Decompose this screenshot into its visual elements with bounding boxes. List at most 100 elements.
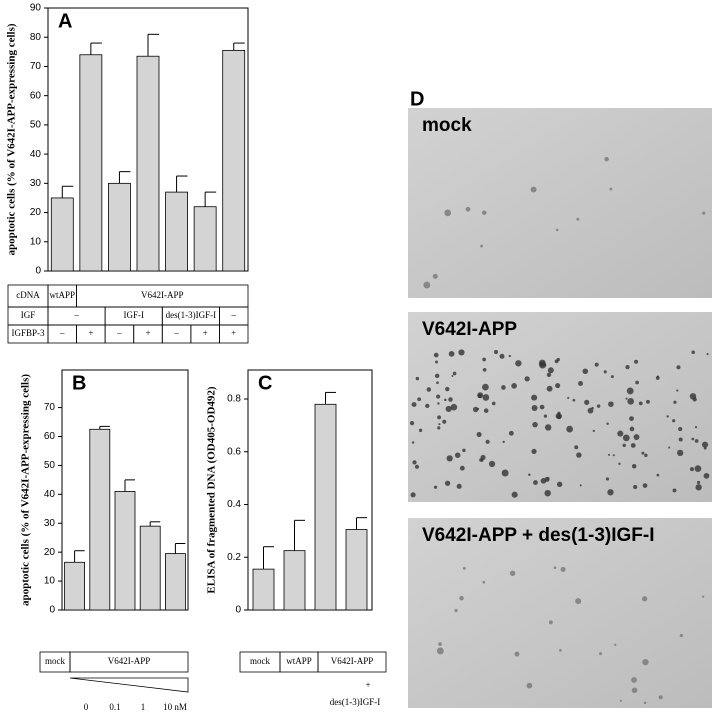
cell-spot (638, 401, 643, 406)
cell-spot (543, 414, 548, 418)
cell-spot (576, 452, 582, 458)
table-cell (317, 651, 387, 673)
cell-spot (579, 484, 582, 487)
cell-spot (444, 480, 451, 486)
y-tick-label: 40 (30, 149, 42, 160)
cell-spot (584, 399, 590, 405)
cell-spot (666, 415, 669, 418)
cell-spot (531, 394, 538, 401)
cell-spot (482, 357, 487, 362)
cell-spot (642, 658, 649, 666)
y-axis-label: apoptotic cells (% of V642I-APP-expressi… (6, 23, 18, 255)
cell-spot (547, 367, 554, 374)
cell-spot (544, 424, 552, 431)
cell-spot (482, 580, 486, 584)
cell-spot (499, 353, 505, 359)
cell-spot (410, 492, 416, 498)
cell-spot (631, 463, 637, 469)
cell-spot (546, 385, 553, 392)
cell-spot (612, 454, 615, 457)
cell-spot (689, 467, 695, 472)
y-tick-label: 0.2 (227, 552, 241, 563)
cell-spot (572, 398, 576, 402)
cell-spot (417, 397, 422, 402)
cell-spot (625, 364, 630, 370)
y-tick-label: 20 (30, 207, 42, 218)
bar (345, 529, 368, 611)
cell-spot (696, 480, 701, 485)
image-label: mock (422, 115, 472, 136)
cell-spot (655, 376, 660, 380)
cell-spot (528, 473, 531, 477)
cell-spot (694, 426, 698, 429)
cell-spot (476, 432, 482, 438)
y-tick-label: 0 (35, 266, 41, 277)
cell-spot (436, 394, 441, 399)
cell-spot (454, 452, 461, 458)
y-tick-label: 50 (44, 460, 56, 471)
cell-spot (437, 402, 440, 405)
cell-spot (658, 695, 663, 700)
cell-spot (607, 489, 614, 496)
cell-spot (437, 415, 442, 420)
cell-spot (582, 368, 589, 375)
cell-spot (627, 397, 635, 405)
cell-spot (641, 451, 645, 455)
cell-spot (701, 441, 709, 448)
y-tick-label: 0.6 (227, 446, 241, 457)
table-text: – (59, 328, 65, 338)
bar (252, 568, 275, 611)
cell-spot (610, 375, 614, 379)
cell-spot (472, 406, 479, 413)
cell-spot (645, 399, 650, 404)
cell-spot (491, 401, 496, 406)
y-tick-label: 0.4 (227, 499, 241, 510)
table-text: V642I-APP (108, 656, 151, 666)
cell-spot (437, 426, 441, 430)
cell-spot (444, 209, 452, 217)
y-axis-label: apoptotic cells (% of V642I-APP-expressi… (20, 374, 32, 606)
cell-spot (633, 434, 640, 441)
table-cell (219, 324, 249, 344)
cell-spot (530, 186, 537, 193)
table-text: des(1-3)IGF-I (166, 310, 216, 320)
bar (89, 428, 111, 611)
cell-spot (703, 446, 707, 450)
cell-spot (554, 359, 559, 364)
cell-spot (676, 389, 679, 392)
cell-spot (695, 484, 702, 491)
cell-spot (631, 677, 637, 683)
cell-spot (451, 375, 454, 378)
cell-spot (462, 566, 466, 570)
cell-spot (511, 383, 517, 389)
cell-spot (511, 491, 518, 498)
dose-label: 10 nM (163, 702, 187, 712)
bar (139, 525, 161, 611)
table-text: IGF (21, 310, 36, 320)
cell-spot (702, 211, 706, 215)
cell-spot (574, 445, 579, 450)
y-tick-label: 90 (30, 3, 42, 14)
cell-spot (411, 402, 417, 407)
table-text: + (145, 328, 150, 338)
cell-spot (514, 651, 520, 657)
cell-spot (539, 404, 545, 410)
bar (222, 49, 246, 272)
cell-spot (609, 187, 613, 191)
cell-spot (591, 406, 594, 410)
y-tick-label: 20 (44, 547, 56, 558)
cell-spot (606, 422, 609, 425)
cell-spot (677, 449, 684, 457)
table-text: wtAPP (286, 656, 312, 666)
cell-spot (508, 354, 512, 358)
cell-spot (644, 453, 648, 458)
table-text: + (88, 328, 93, 338)
cell-spot (434, 373, 440, 379)
cell-spot (630, 443, 636, 448)
cell-spot (625, 397, 628, 400)
table-text: + (203, 328, 208, 338)
cell-spot (559, 648, 562, 652)
cell-spot (482, 368, 487, 372)
cell-spot (538, 359, 546, 367)
y-tick-label: 60 (44, 431, 56, 442)
